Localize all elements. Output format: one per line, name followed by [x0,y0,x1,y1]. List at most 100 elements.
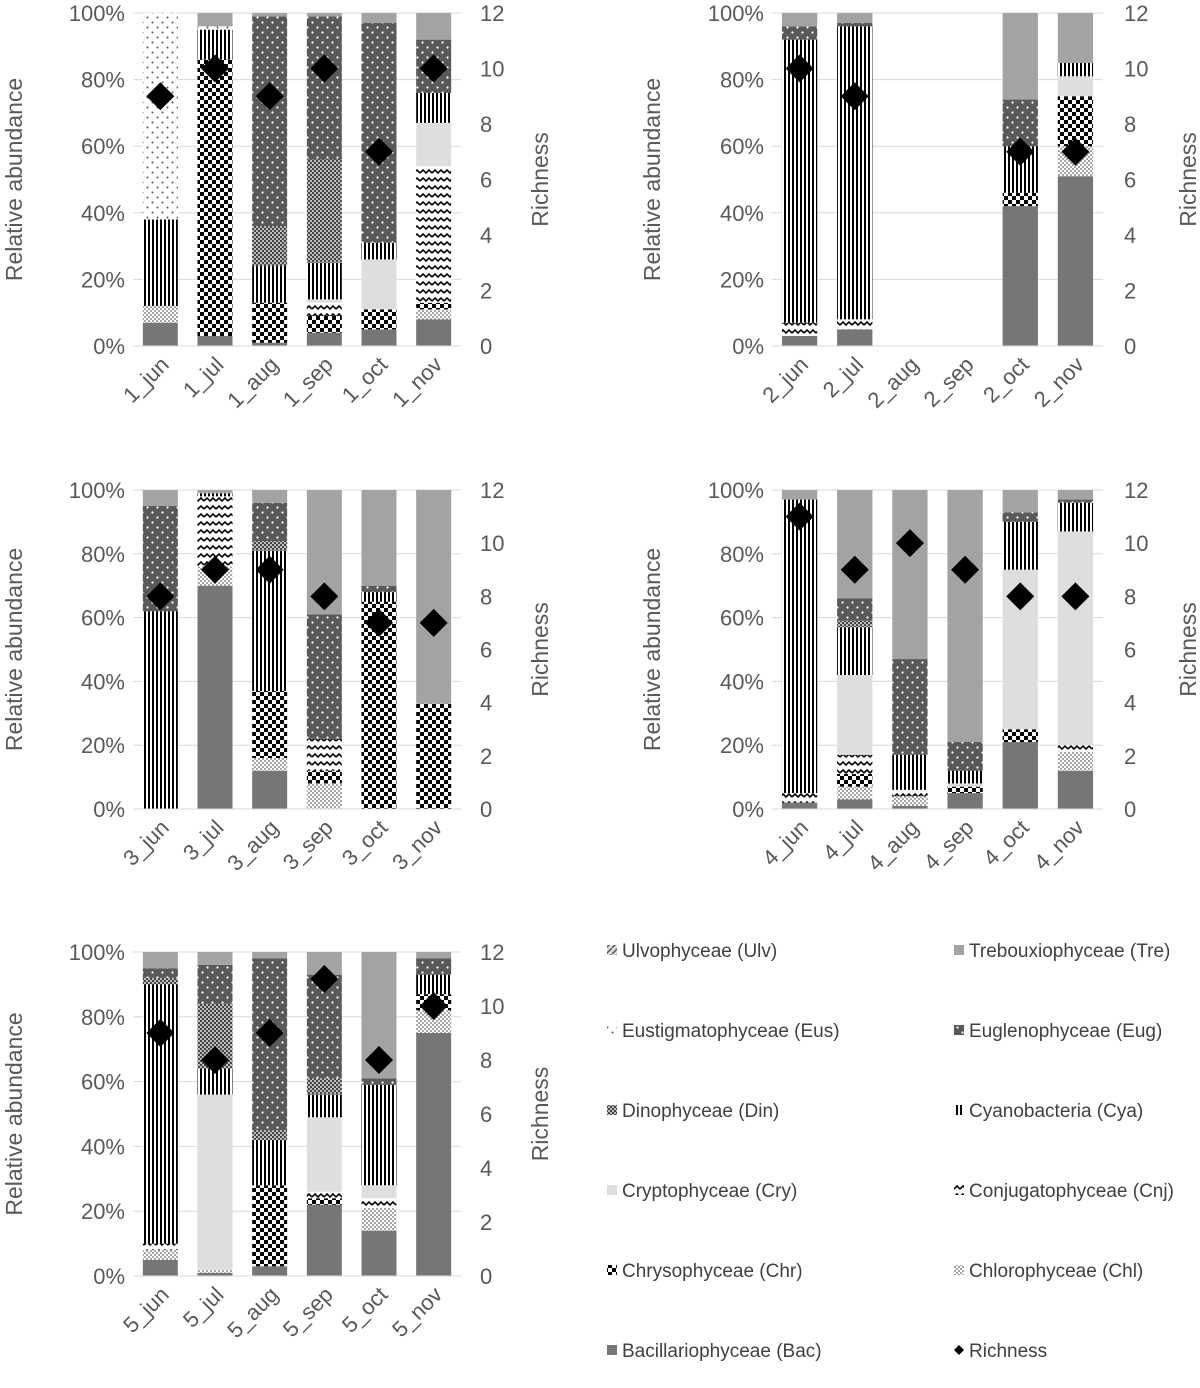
bar-segment-bac [416,319,452,346]
chart-panel-5: 0% 20% 40% 60% 80% 100% 0 2 4 6 8 10 12 Relative abun… [1,940,553,1343]
bar-segment-tre [416,952,452,959]
bar-segment-cya [1002,521,1038,570]
y2-tick-label: 2 [1124,744,1136,769]
y2-tick-label: 2 [1124,279,1136,304]
bar-segment-cya [1057,62,1094,77]
y2-tick-label: 6 [1124,168,1136,193]
bar-segment-cya [892,754,928,790]
y2-tick-label: 0 [1124,797,1136,822]
bar-segment-cya [142,611,178,809]
bar-segment-bac [1057,770,1094,809]
bar-segment-eug [947,742,983,771]
bar-segment-chl [306,783,342,809]
y2-tick-label: 0 [480,797,492,822]
bar-segment-bac [252,1266,288,1276]
bar-segment-cry [197,1094,233,1270]
y-tick-label: 80% [720,542,764,567]
bar-segment-bac [1002,206,1038,346]
bar-segment-chl [416,1010,452,1033]
bar-segment-din [306,159,342,263]
richness-marker [201,54,229,83]
y2-tick-label: 4 [1124,223,1136,248]
x-tick-label: 4_jul [818,815,869,866]
y-axis-label: Relative abundance [1,548,27,751]
x-tick-label: 4_nov [1029,815,1089,875]
legend-label: Bacillariophyceae (Bac) [622,1341,822,1362]
x-tick-label: 1_nov [387,352,447,412]
legend-swatch [954,1105,964,1115]
bar-segment-cnj [837,319,873,330]
bar-segment-bac [781,336,818,346]
bar-segment-tre [947,490,983,743]
bar-segment-eus [197,26,233,30]
bar-segment-cry [306,299,342,303]
bar-segment-bac [197,336,233,346]
richness-marker [840,555,869,584]
y-tick-label: 20% [81,267,125,292]
legend-item-bac: Bacillariophyceae (Bac) [607,1341,822,1362]
bar-segment-cry [361,259,397,310]
bar-segment-eug [361,585,397,593]
y-axis-label: Relative abundance [639,78,665,281]
y-tick-label: 60% [720,134,764,159]
bar-segment-bac [361,329,397,346]
bar-segment-chl [1057,751,1094,771]
bar-segment-tre [197,490,233,494]
bar-segment-cry [1057,76,1094,97]
y-tick-label: 60% [81,134,125,159]
x-tick-label: 5_jul [178,1282,229,1333]
y2-tick-label: 0 [480,1264,492,1289]
legend-swatch [607,1265,617,1275]
bar-segment-chl [892,796,928,806]
bar-segment-chl [837,786,873,800]
x-tick-label: 4_aug [863,815,924,876]
bar-segment-din [252,1130,288,1140]
bar-segment-chr [947,786,983,794]
bar-segment-chr [1002,192,1038,207]
x-tick-label: 2_jun [757,352,813,408]
legend-item-tre: Trebouxiophyceae (Tre) [954,941,1170,962]
bar-segment-cnj [781,322,818,337]
y2-tick-label: 8 [480,112,492,137]
bar-segment-cya [1057,502,1094,532]
bar-segment-eug [306,16,342,160]
y2-tick-label: 10 [1124,531,1148,556]
bar-segment-tre [252,952,288,959]
x-tick-label: 1_jul [178,352,229,403]
legend-label: Richness [969,1341,1047,1362]
bar-segment-tre [252,13,288,17]
richness-marker [201,555,229,584]
bar-segment-chl [142,1250,178,1260]
y-tick-label: 100% [708,1,764,26]
x-tick-label: 3_jul [178,815,229,866]
bar-segment-cya [837,26,873,320]
x-tick-label: 5_oct [337,1282,393,1338]
y-axis-label: Relative abundance [639,548,665,751]
bar-segment-chr [1002,729,1038,743]
x-tick-label: 3_aug [222,815,283,876]
bar-segment-tre [781,13,818,27]
legend-item-eug: Euglenophyceae (Eug) [954,1021,1162,1042]
bar-segment-eug [837,598,873,621]
richness-marker [895,529,924,558]
bar-segment-eug [892,659,928,755]
richness-marker [1006,137,1035,166]
y-tick-label: 100% [69,940,125,965]
x-tick-label: 3_oct [337,815,393,871]
bar-segment-din [252,541,288,551]
y2-tick-label: 2 [480,744,492,769]
y-tick-label: 20% [720,267,764,292]
chart-panel-3: 0% 20% 40% 60% 80% 100% 0 2 4 6 8 10 12 Relative abun… [1,478,553,876]
y-tick-label: 0% [93,1264,125,1289]
legend-swatch [954,945,964,955]
bar-segment-bac [947,793,983,809]
bar-segment-tre [1002,13,1038,100]
bar-segment-chr [197,59,233,337]
bar-segment-cya [306,262,342,300]
bar-segment-cya [361,242,397,260]
bar-segment-bac [306,1204,342,1276]
bar-segment-eug [142,968,178,978]
richness-marker [785,54,814,83]
legend-item-ulv: Ulvophyceae (Ulv) [607,941,777,962]
